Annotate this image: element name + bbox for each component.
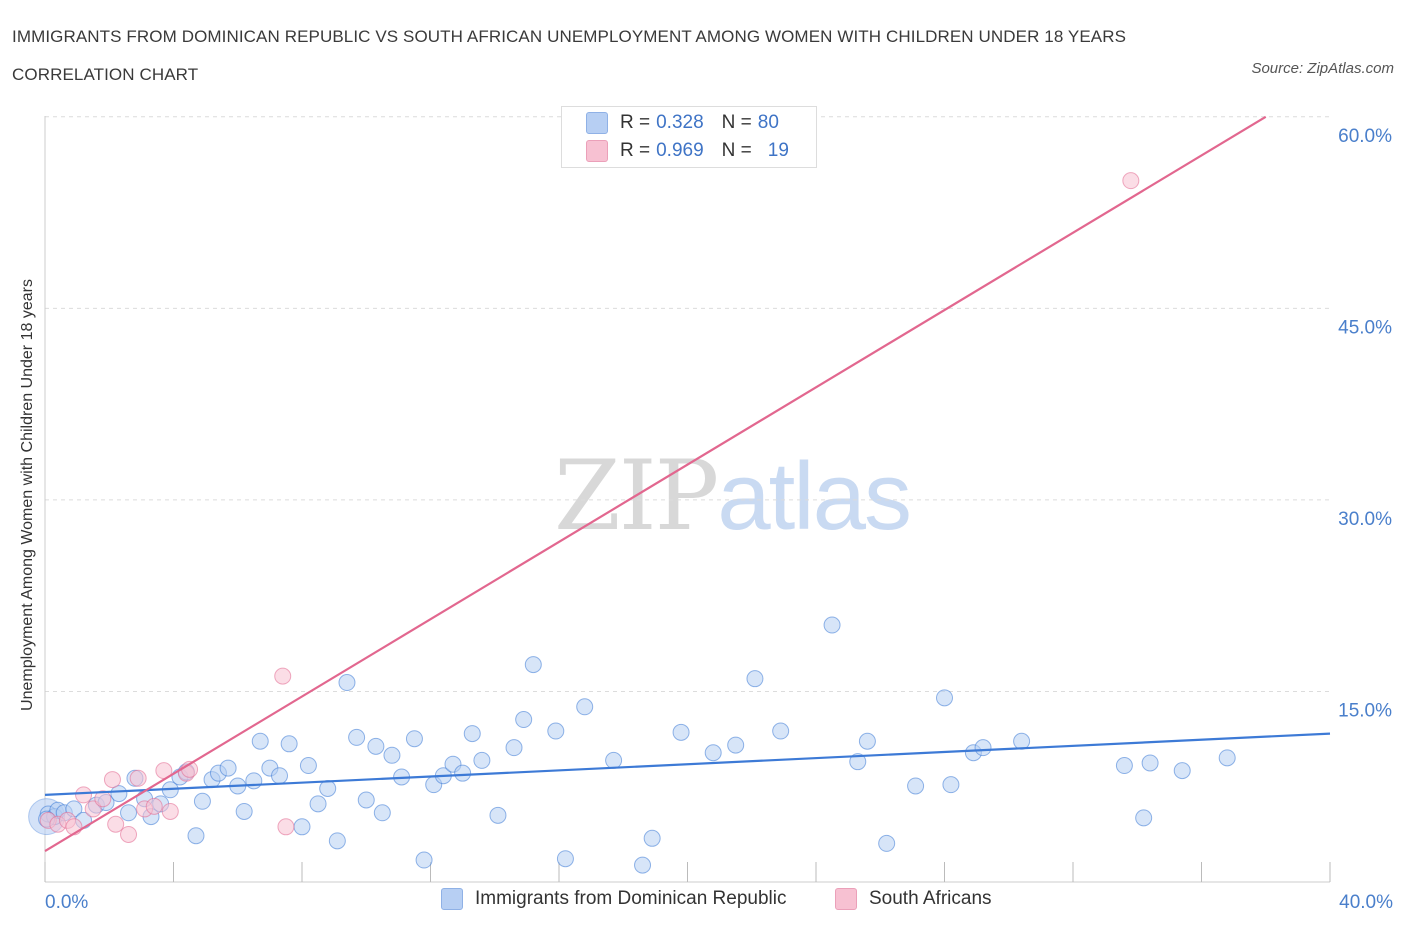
watermark-atlas: atlas bbox=[717, 443, 912, 550]
data-point-dominican bbox=[515, 711, 533, 729]
data-point-dominican bbox=[219, 759, 237, 777]
r-label: R = bbox=[620, 140, 651, 161]
data-point-dominican bbox=[524, 656, 542, 674]
data-point-dominican bbox=[454, 764, 472, 782]
stats-legend: R = 0.328 N = 80 R = 0.969 N = 19 bbox=[561, 106, 817, 168]
data-point-dominican bbox=[299, 757, 317, 775]
r-value: 0.969 bbox=[656, 140, 704, 161]
n-label: N = bbox=[721, 112, 752, 133]
data-point-dominican bbox=[936, 689, 953, 707]
data-point-dominican bbox=[974, 739, 992, 757]
data-point-dominican bbox=[1135, 809, 1153, 827]
data-point-dominican bbox=[849, 753, 867, 771]
n-value: 19 bbox=[767, 140, 789, 161]
data-point-dominican bbox=[505, 739, 523, 757]
legend-swatch-blue bbox=[586, 112, 608, 134]
n-value: 80 bbox=[757, 112, 779, 133]
data-point-dominican bbox=[373, 804, 391, 822]
data-point-dominican bbox=[576, 698, 594, 716]
stats-legend-row-pink: R = 0.969 N = 19 bbox=[586, 137, 789, 165]
data-point-dominican bbox=[405, 730, 423, 748]
data-point-dominican bbox=[463, 725, 481, 743]
y-tick-label: 60.0% bbox=[1338, 126, 1392, 147]
data-point-dominican bbox=[489, 806, 507, 824]
data-point-dominican bbox=[120, 804, 138, 822]
data-point-dominican bbox=[293, 818, 311, 836]
data-point-dominican bbox=[1141, 754, 1159, 772]
r-value: 0.328 bbox=[656, 112, 704, 133]
chart-title: IMMIGRANTS FROM DOMINICAN REPUBLIC VS SO… bbox=[12, 27, 1127, 84]
data-point-dominican bbox=[319, 780, 337, 798]
data-point-south-african bbox=[161, 802, 179, 820]
stats-legend-row-blue: R = 0.328 N = 80 bbox=[586, 109, 779, 137]
data-point-dominican bbox=[907, 777, 925, 795]
data-point-dominican bbox=[547, 722, 565, 740]
trendline-dominican bbox=[44, 732, 1331, 796]
data-point-south-african bbox=[94, 790, 112, 808]
data-point-dominican bbox=[605, 751, 623, 769]
n-label: N = bbox=[721, 140, 752, 161]
data-point-south-african bbox=[103, 771, 121, 789]
data-point-dominican bbox=[235, 802, 253, 820]
y-tick-label: 15.0% bbox=[1338, 700, 1392, 721]
r-label: R = bbox=[620, 112, 651, 133]
legend-label-dominican: Immigrants from Dominican Republic bbox=[475, 888, 787, 909]
data-point-south-african bbox=[274, 667, 292, 685]
data-point-dominican bbox=[473, 751, 491, 769]
data-point-dominican bbox=[348, 728, 366, 746]
data-point-dominican bbox=[1173, 762, 1191, 780]
legend-swatch-pink bbox=[586, 140, 608, 162]
data-point-south-african bbox=[1122, 172, 1140, 190]
data-point-dominican bbox=[251, 732, 269, 750]
data-point-dominican bbox=[858, 732, 876, 750]
trendline-south-african bbox=[44, 115, 1267, 853]
source-label: Source: ZipAtlas.com bbox=[1251, 60, 1394, 77]
legend-swatch-blue bbox=[441, 888, 463, 910]
data-point-dominican bbox=[746, 670, 764, 688]
data-point-dominican bbox=[187, 827, 205, 845]
legend-swatch-pink bbox=[835, 888, 857, 910]
data-point-dominican bbox=[338, 674, 356, 692]
data-point-dominican bbox=[1013, 732, 1031, 750]
data-point-dominican bbox=[634, 856, 652, 874]
legend-item-dominican: Immigrants from Dominican Republic bbox=[441, 888, 787, 910]
legend-item-south-africans: South Africans bbox=[835, 888, 992, 910]
data-point-dominican bbox=[878, 834, 896, 852]
data-point-south-african bbox=[277, 818, 295, 836]
y-tick-label: 30.0% bbox=[1338, 509, 1392, 530]
data-point-south-african bbox=[129, 769, 147, 787]
x-tick-label: 40.0% bbox=[1339, 892, 1393, 913]
data-point-dominican bbox=[110, 785, 128, 803]
data-point-south-african bbox=[75, 786, 93, 804]
data-point-dominican bbox=[193, 792, 211, 810]
data-point-south-african bbox=[107, 815, 125, 833]
data-point-south-african bbox=[145, 797, 163, 815]
data-point-dominican bbox=[556, 850, 574, 868]
data-point-dominican bbox=[309, 795, 327, 813]
data-point-dominican bbox=[245, 772, 263, 790]
data-point-dominican bbox=[328, 832, 346, 850]
legend-label-south-africans: South Africans bbox=[869, 888, 992, 909]
data-point-dominican bbox=[643, 829, 661, 847]
data-point-dominican bbox=[942, 776, 960, 794]
data-point-dominican bbox=[415, 851, 433, 869]
data-point-dominican bbox=[727, 736, 745, 754]
data-point-dominican bbox=[704, 744, 722, 762]
data-point-dominican bbox=[383, 746, 401, 764]
data-point-dominican bbox=[1218, 749, 1236, 767]
x-tick-label: 0.0% bbox=[45, 892, 88, 913]
data-point-dominican bbox=[823, 616, 841, 634]
data-point-dominican bbox=[672, 723, 690, 741]
data-point-dominican bbox=[357, 791, 375, 809]
data-point-dominican bbox=[271, 767, 289, 785]
data-point-dominican bbox=[1115, 757, 1133, 775]
data-point-dominican bbox=[280, 735, 298, 753]
data-point-dominican bbox=[772, 722, 790, 740]
data-point-dominican bbox=[367, 737, 385, 755]
y-tick-label: 45.0% bbox=[1338, 317, 1392, 338]
data-point-south-african bbox=[120, 825, 138, 843]
